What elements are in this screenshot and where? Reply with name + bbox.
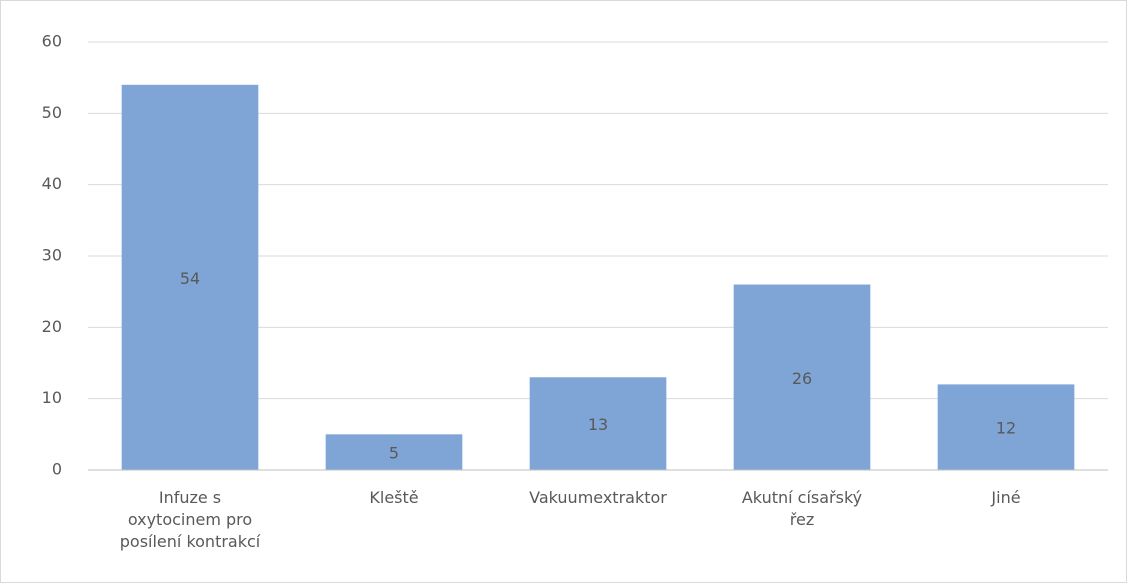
data-label: 54 (180, 269, 200, 288)
data-label: 12 (996, 419, 1016, 438)
bar (325, 434, 463, 470)
bar (937, 384, 1075, 470)
bar (529, 377, 667, 470)
data-label: 5 (389, 444, 399, 463)
data-label: 26 (792, 369, 812, 388)
y-tick-label: 10 (42, 388, 62, 407)
y-tick-label: 50 (42, 103, 62, 122)
y-tick-label: 20 (42, 317, 62, 336)
bar (733, 284, 871, 470)
y-tick-label: 0 (52, 460, 62, 479)
bar (121, 84, 259, 471)
data-label: 13 (588, 415, 608, 434)
y-tick-label: 60 (42, 32, 62, 51)
x-tick-label: Vakuumextraktor (529, 488, 667, 507)
x-tick-label: Infuze s oxytocinem pro posílení kontrakcí (120, 488, 261, 551)
y-tick-label: 40 (42, 174, 62, 193)
x-tick-label: Akutní císařský řez (742, 488, 862, 529)
x-tick-label: Kleště (369, 488, 418, 507)
y-tick-label: 30 (42, 246, 62, 265)
x-tick-label: Jiné (990, 488, 1020, 507)
